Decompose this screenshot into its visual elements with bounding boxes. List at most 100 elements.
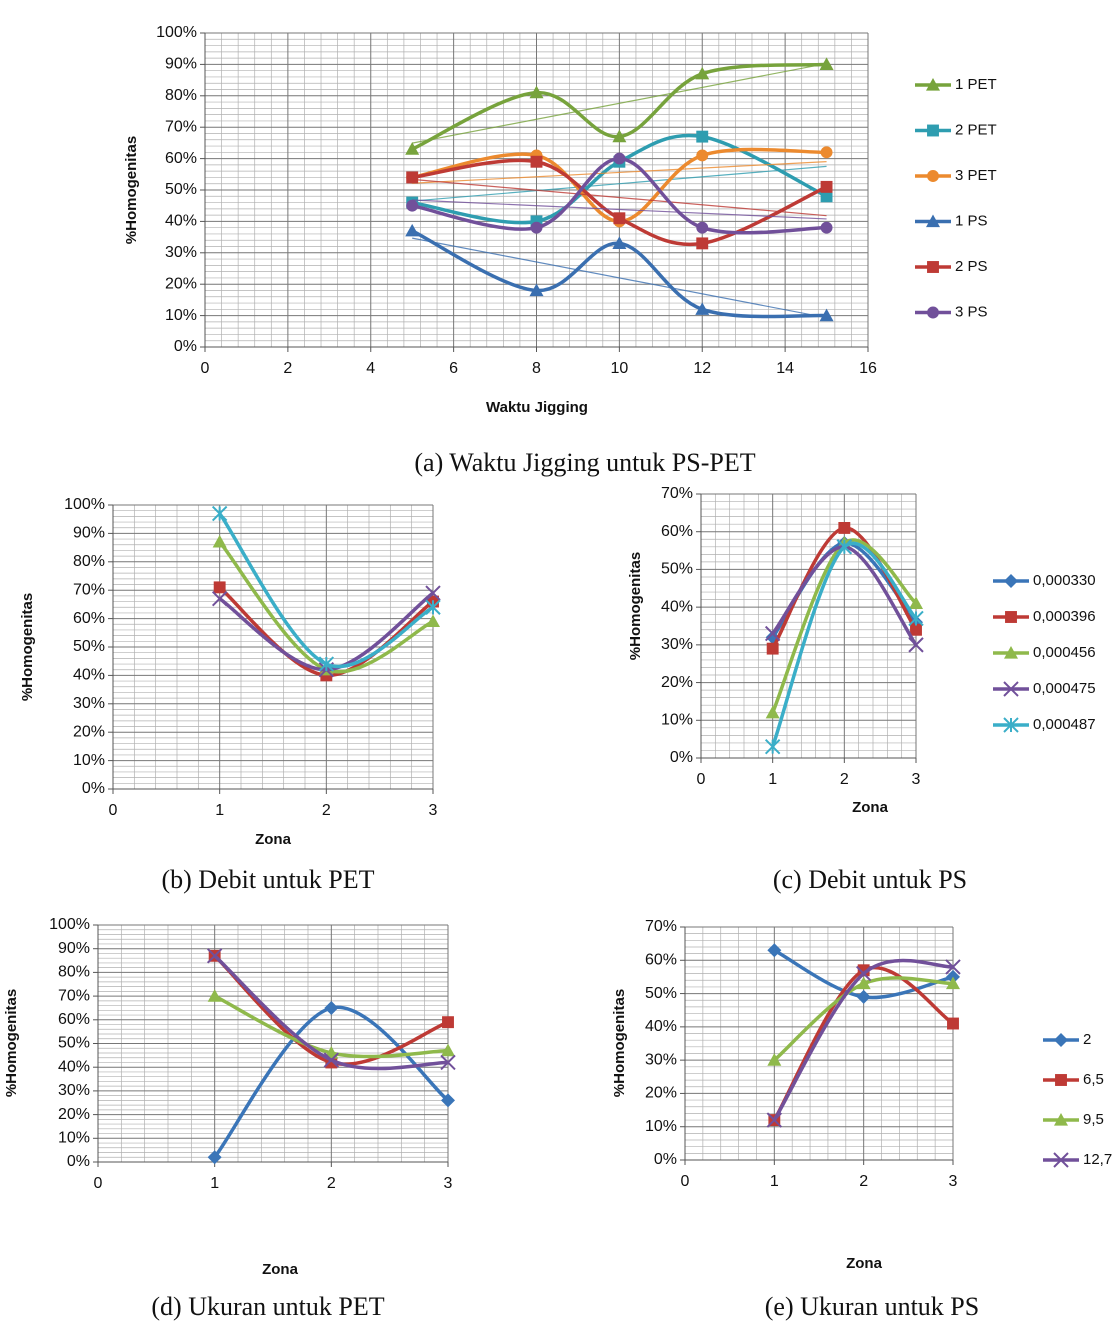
y-tick-label: 30% bbox=[58, 1082, 90, 1099]
y-tick-label: 0% bbox=[670, 749, 693, 766]
y-axis-label: %Homogenitas bbox=[123, 136, 140, 244]
y-tick-label: 60% bbox=[645, 952, 677, 969]
data-point bbox=[855, 965, 872, 982]
data-point bbox=[764, 625, 781, 642]
legend-label: 1 PS bbox=[955, 212, 988, 229]
legend-label: 2 PS bbox=[955, 258, 988, 275]
y-tick-label: 0% bbox=[654, 1151, 677, 1168]
x-axis-label: Zona bbox=[255, 831, 291, 848]
y-tick-label: 70% bbox=[645, 918, 677, 935]
x-axis-label: Zona bbox=[852, 799, 888, 816]
data-point bbox=[819, 308, 834, 322]
legend-marker bbox=[1054, 1113, 1068, 1126]
legend-marker bbox=[1003, 681, 1019, 697]
y-tick-label: 20% bbox=[661, 674, 693, 691]
data-point bbox=[206, 948, 223, 964]
data-point bbox=[405, 142, 420, 155]
x-tick-label: 0 bbox=[94, 1175, 103, 1192]
y-tick-label: 0% bbox=[174, 338, 197, 355]
x-tick-label: 6 bbox=[449, 360, 458, 377]
data-point bbox=[836, 539, 853, 555]
legend-marker bbox=[1004, 646, 1018, 659]
x-tick-label: 4 bbox=[366, 360, 375, 377]
chart-caption: (c) Debit untuk PS bbox=[773, 865, 967, 894]
data-point bbox=[766, 642, 779, 655]
data-point bbox=[211, 591, 228, 607]
data-point bbox=[695, 66, 710, 80]
data-point bbox=[613, 212, 626, 225]
y-tick-label: 40% bbox=[645, 1018, 677, 1035]
x-tick-label: 2 bbox=[322, 802, 331, 819]
data-point bbox=[442, 1016, 454, 1029]
data-point bbox=[612, 129, 627, 143]
data-point bbox=[820, 180, 833, 193]
y-tick-label: 40% bbox=[661, 598, 693, 615]
y-tick-label: 50% bbox=[58, 1035, 90, 1052]
data-point bbox=[946, 976, 960, 990]
x-tick-label: 8 bbox=[532, 360, 541, 377]
y-tick-label: 30% bbox=[645, 1051, 677, 1068]
y-tick-label: 90% bbox=[58, 940, 90, 957]
y-tick-label: 0% bbox=[67, 1153, 90, 1170]
y-tick-label: 20% bbox=[645, 1085, 677, 1102]
y-tick-label: 50% bbox=[645, 985, 677, 1002]
legend-marker bbox=[926, 78, 940, 91]
data-point bbox=[820, 190, 833, 203]
legend-marker bbox=[927, 261, 939, 273]
data-point bbox=[211, 505, 228, 522]
data-point bbox=[318, 656, 335, 672]
y-tick-label: 30% bbox=[73, 695, 105, 712]
data-point bbox=[405, 223, 420, 237]
y-tick-label: 50% bbox=[661, 561, 693, 578]
x-tick-label: 0 bbox=[109, 802, 118, 819]
plot: 0% 10% 20% 30% 40% 50% 60% 70% 0 1 2 3 bbox=[661, 485, 921, 788]
data-point bbox=[820, 146, 833, 159]
x-tick-label: 14 bbox=[776, 360, 794, 377]
legend-label: 6,5 bbox=[1083, 1071, 1104, 1088]
legend-label: 9,5 bbox=[1083, 1111, 1104, 1128]
data-point bbox=[909, 596, 923, 609]
y-tick-label: 10% bbox=[165, 307, 197, 324]
legend-label: 1 PET bbox=[955, 76, 997, 93]
plot: 0% 10% 20% 30% 40% 50% 60% 70% 0 1 2 3 bbox=[645, 918, 958, 1190]
data-point bbox=[910, 623, 922, 636]
x-tick-label: 3 bbox=[444, 1175, 453, 1192]
y-tick-label: 70% bbox=[73, 581, 105, 598]
data-point bbox=[696, 149, 709, 162]
y-tick-label: 80% bbox=[58, 964, 90, 981]
data-point bbox=[766, 1112, 783, 1128]
data-point bbox=[612, 236, 627, 249]
data-point bbox=[908, 637, 924, 653]
legend-label: 0,000396 bbox=[1033, 608, 1096, 625]
legend-marker bbox=[927, 124, 939, 137]
y-tick-label: 10% bbox=[645, 1118, 677, 1135]
y-tick-label: 60% bbox=[73, 610, 105, 627]
x-tick-label: 3 bbox=[949, 1173, 958, 1190]
data-point bbox=[529, 283, 544, 297]
y-tick-label: 60% bbox=[58, 1011, 90, 1028]
y-tick-label: 100% bbox=[156, 24, 197, 41]
y-tick-label: 60% bbox=[661, 523, 693, 540]
x-tick-label: 0 bbox=[681, 1173, 690, 1190]
y-tick-label: 90% bbox=[165, 56, 197, 73]
data-point bbox=[529, 85, 544, 99]
legend-marker bbox=[1004, 574, 1018, 588]
data-point bbox=[696, 130, 709, 143]
plot: 0% 10% 20% 30% 40% 50% 60% 70% 80% 90% 100% 0 1 2 3 bbox=[64, 496, 437, 819]
y-axis-label: %Homogenitas bbox=[19, 593, 36, 701]
y-tick-label: 10% bbox=[73, 752, 105, 769]
y-tick-label: 100% bbox=[64, 496, 105, 513]
y-tick-label: 20% bbox=[58, 1106, 90, 1123]
data-point bbox=[213, 581, 226, 594]
x-tick-label: 16 bbox=[859, 360, 877, 377]
y-tick-label: 70% bbox=[165, 118, 197, 135]
data-point bbox=[764, 738, 781, 755]
data-point bbox=[765, 705, 780, 719]
x-axis-label: Zona bbox=[262, 1261, 298, 1278]
x-tick-label: 1 bbox=[768, 771, 777, 788]
data-point bbox=[425, 585, 441, 601]
plot: 0% 10% 20% 30% 40% 50% 60% 70% 80% 90% 100% 0 1 2 3 bbox=[49, 916, 452, 1192]
y-tick-label: 50% bbox=[165, 181, 197, 198]
